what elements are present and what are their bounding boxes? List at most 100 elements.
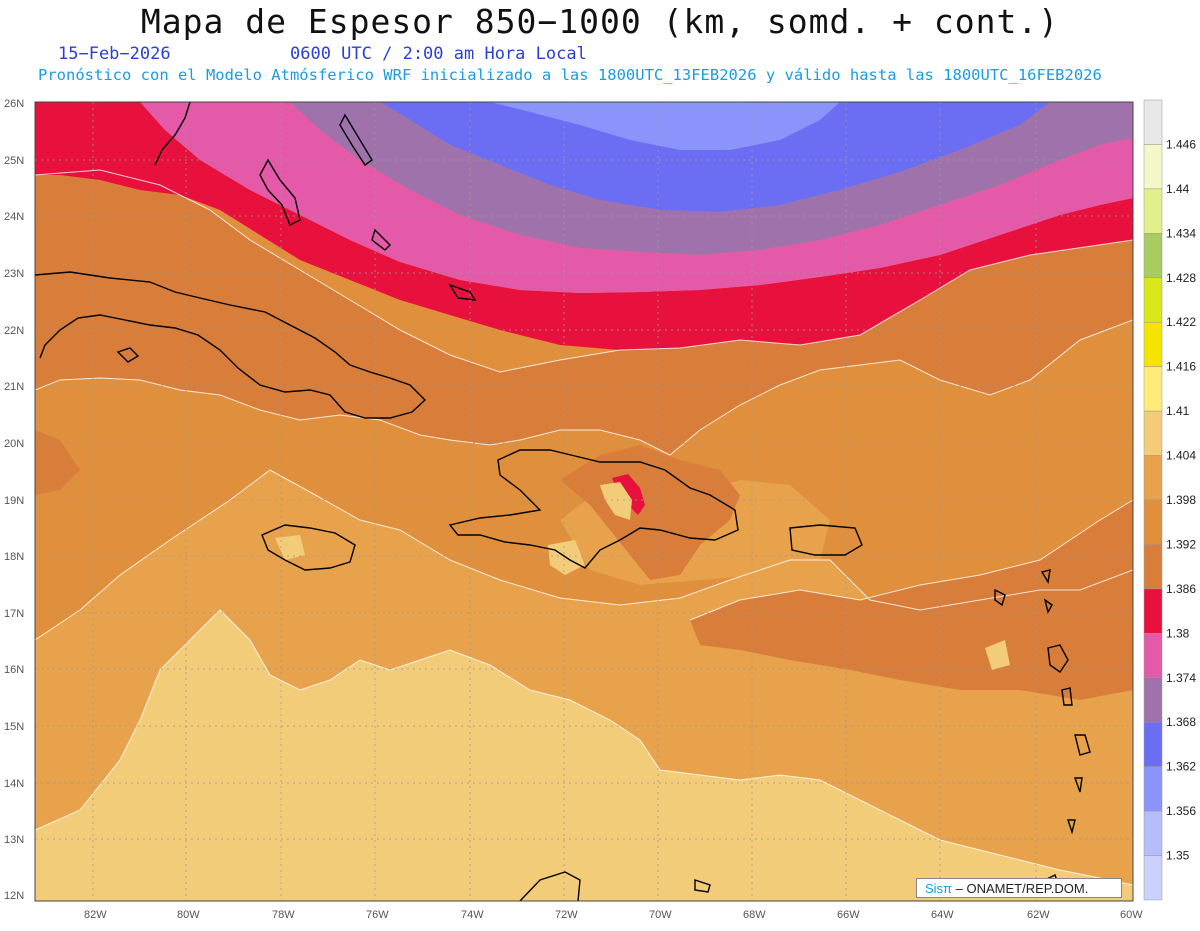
colorbar-label: 1.44 xyxy=(1166,182,1190,196)
lon-label: 62W xyxy=(1027,909,1050,921)
model-subtitle: Pronóstico con el Modelo Atmósferico WRF… xyxy=(38,66,1102,84)
credit-text: – ONAMET/REP.DOM. xyxy=(955,881,1089,896)
colorbar-swatch xyxy=(1143,455,1163,501)
band-1386-dr xyxy=(560,445,740,580)
lon-label: 82W xyxy=(84,909,107,921)
credit-box: Sisπ – ONAMET/REP.DOM. xyxy=(916,878,1122,898)
florida-coast xyxy=(154,102,191,166)
hispaniola-coast xyxy=(448,449,739,569)
colorbar-swatch xyxy=(1143,233,1163,279)
colorbar-label: 1.422 xyxy=(1166,315,1196,329)
lat-label: 23N xyxy=(4,268,24,280)
coastlines xyxy=(35,102,1091,901)
colorbar-label: 1.434 xyxy=(1166,226,1196,240)
band-1368 xyxy=(290,102,1133,255)
forecast-date: 15−Feb−2026 xyxy=(58,44,171,64)
antilles-8 xyxy=(1067,819,1076,835)
cuba-coast xyxy=(35,271,427,419)
colorbar-swatch xyxy=(1143,188,1163,234)
filled-contours xyxy=(35,102,1133,901)
lat-label: 20N xyxy=(4,438,24,450)
spot-1404-a xyxy=(600,482,632,520)
lat-label: 13N xyxy=(4,834,24,846)
lat-label: 24N xyxy=(4,211,24,223)
credit-brand: Sisπ xyxy=(925,881,953,896)
lat-label: 25N xyxy=(4,155,24,167)
forecast-time: 0600 UTC / 2:00 am Hora Local xyxy=(290,44,587,64)
colorbar-swatch xyxy=(1143,544,1163,590)
band-1362 xyxy=(380,102,1050,212)
band-1386 xyxy=(35,170,1133,455)
antilles-6 xyxy=(1074,734,1091,756)
band-1404 xyxy=(35,610,1133,901)
antilles-2 xyxy=(994,588,1006,607)
lat-label: 26N xyxy=(4,98,24,110)
lon-label: 76W xyxy=(366,909,389,921)
colorbar-swatch xyxy=(1143,855,1163,901)
lon-label: 78W xyxy=(272,909,295,921)
colorbar-label: 1.404 xyxy=(1166,449,1196,463)
lat-label: 19N xyxy=(4,495,24,507)
colorbar-swatch xyxy=(1143,366,1163,412)
venezuela-coast xyxy=(519,871,581,901)
lat-label: 22N xyxy=(4,325,24,337)
colorbar-label: 1.374 xyxy=(1166,671,1196,685)
colorbar-label: 1.386 xyxy=(1166,582,1196,596)
lat-label: 12N xyxy=(4,890,24,902)
lon-label: 74W xyxy=(461,909,484,921)
band-1374 xyxy=(140,102,1133,293)
colorbar-swatch xyxy=(1143,99,1163,145)
colorbar-swatch xyxy=(1143,144,1163,190)
bahamas-coast xyxy=(259,158,301,226)
colorbar-label: 1.416 xyxy=(1166,360,1196,374)
antilles-4 xyxy=(1047,644,1069,673)
map-frame xyxy=(34,101,1134,902)
colorbar-label: 1.362 xyxy=(1166,760,1196,774)
colorbar-swatch xyxy=(1143,321,1163,367)
colorbar-label: 1.398 xyxy=(1166,493,1196,507)
lon-label: 72W xyxy=(555,909,578,921)
lat-label: 14N xyxy=(4,778,24,790)
spot-1404-d xyxy=(985,640,1010,670)
map-title: Mapa de Espesor 850−1000 (km, somd. + co… xyxy=(140,2,1060,41)
lat-labels: 26N 25N 24N 23N 22N 21N 20N 19N 18N 17N … xyxy=(4,98,24,902)
colorbar-swatch xyxy=(1143,499,1163,545)
lon-label: 66W xyxy=(837,909,860,921)
lon-label: 68W xyxy=(743,909,766,921)
colorbar-label: 1.35 xyxy=(1166,849,1190,863)
colorbar: 1.446 1.44 1.434 1.428 1.422 1.416 1.41 1.404 1.… xyxy=(1143,99,1196,901)
spot-1404-c xyxy=(275,535,305,560)
lon-label: 80W xyxy=(177,909,200,921)
antilles-1 xyxy=(1040,569,1051,584)
lat-label: 18N xyxy=(4,551,24,563)
colorbar-swatch xyxy=(1143,277,1163,323)
colorbar-swatch xyxy=(1143,810,1163,856)
lat-label: 21N xyxy=(4,381,24,393)
colorbar-label: 1.392 xyxy=(1166,537,1196,551)
colorbar-label: 1.368 xyxy=(1166,715,1196,729)
colorbar-label: 1.446 xyxy=(1166,137,1196,151)
lat-label: 15N xyxy=(4,721,24,733)
colorbar-swatch xyxy=(1143,588,1163,634)
colorbar-swatch xyxy=(1143,677,1163,723)
colorbar-swatch xyxy=(1143,410,1163,456)
lon-labels: 82W 80W 78W 76W 74W 72W 70W 68W 66W 64W … xyxy=(84,909,1143,921)
band-1380 xyxy=(35,102,1133,350)
antilles-3 xyxy=(1043,598,1053,614)
colorbar-swatch xyxy=(1143,766,1163,812)
colorbar-swatch xyxy=(1143,633,1163,679)
antilles-5 xyxy=(1061,687,1073,706)
isla-juventud-coast xyxy=(116,347,140,363)
lat-label: 17N xyxy=(4,608,24,620)
lon-label: 64W xyxy=(931,909,954,921)
colorbar-label: 1.356 xyxy=(1166,804,1196,818)
graticule xyxy=(35,102,1133,901)
jamaica-coast xyxy=(261,524,356,571)
lon-label: 60W xyxy=(1120,909,1143,921)
colorbar-label: 1.38 xyxy=(1166,626,1190,640)
lat-label: 16N xyxy=(4,664,24,676)
band-1386-se xyxy=(690,500,1133,700)
band-1386-w xyxy=(35,430,80,495)
lon-label: 70W xyxy=(649,909,672,921)
